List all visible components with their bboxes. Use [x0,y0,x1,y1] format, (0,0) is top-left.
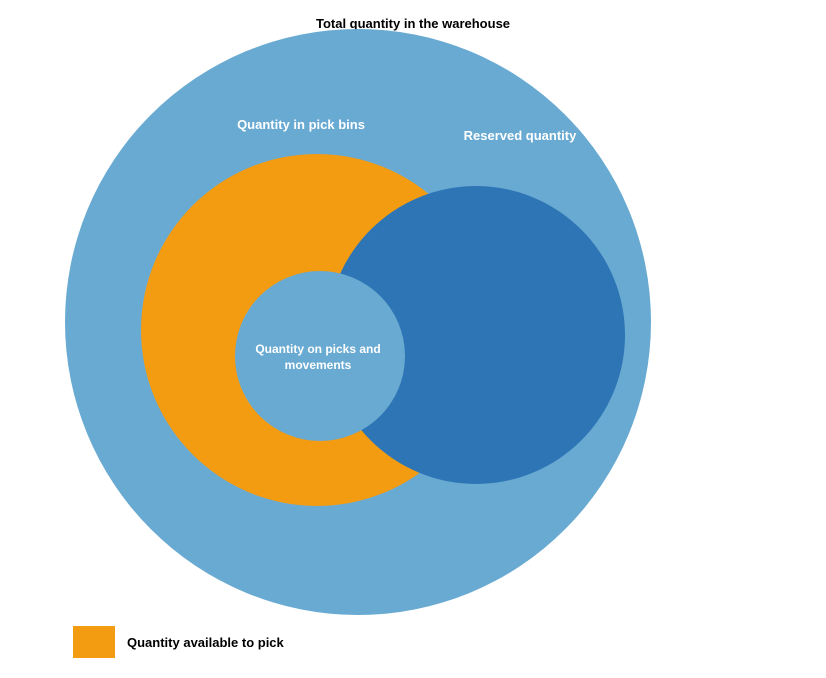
legend: Quantity available to pick [73,626,284,658]
label-pick-bins: Quantity in pick bins [237,117,365,134]
label-reserved: Reserved quantity [464,128,577,145]
label-on-picks: Quantity on picks and movements [255,342,380,373]
legend-swatch [73,626,115,658]
legend-text: Quantity available to pick [127,635,284,650]
venn-diagram: Total quantity in the warehouse Quantity… [0,0,826,678]
